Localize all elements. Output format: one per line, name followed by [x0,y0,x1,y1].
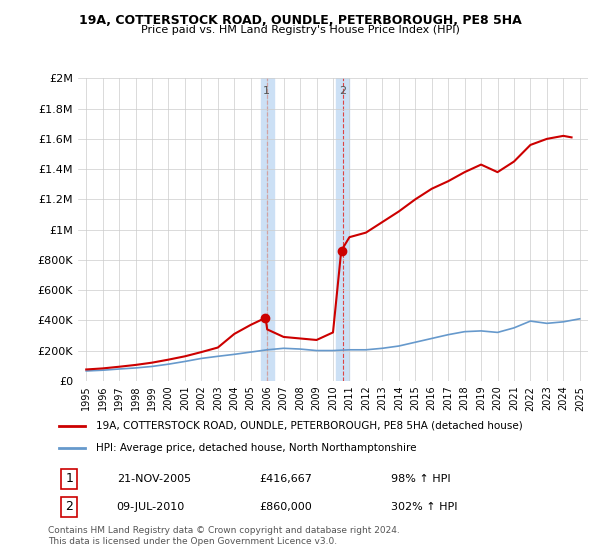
Text: 98% ↑ HPI: 98% ↑ HPI [391,474,451,484]
Text: 2: 2 [339,86,346,96]
Text: 302% ↑ HPI: 302% ↑ HPI [391,502,458,512]
Text: £416,667: £416,667 [259,474,312,484]
Text: Contains HM Land Registry data © Crown copyright and database right 2024.
This d: Contains HM Land Registry data © Crown c… [48,526,400,546]
Bar [336,78,349,381]
Text: £860,000: £860,000 [259,502,312,512]
Text: 2: 2 [65,500,73,514]
Text: 09-JUL-2010: 09-JUL-2010 [116,502,185,512]
Text: 19A, COTTERSTOCK ROAD, OUNDLE, PETERBOROUGH, PE8 5HA: 19A, COTTERSTOCK ROAD, OUNDLE, PETERBORO… [79,14,521,27]
Text: Price paid vs. HM Land Registry's House Price Index (HPI): Price paid vs. HM Land Registry's House … [140,25,460,35]
Text: HPI: Average price, detached house, North Northamptonshire: HPI: Average price, detached house, Nort… [95,443,416,453]
Text: 1: 1 [263,86,270,96]
Text: 21-NOV-2005: 21-NOV-2005 [116,474,191,484]
Bar [260,78,274,381]
Text: 19A, COTTERSTOCK ROAD, OUNDLE, PETERBOROUGH, PE8 5HA (detached house): 19A, COTTERSTOCK ROAD, OUNDLE, PETERBORO… [95,421,522,431]
Text: 1: 1 [65,472,73,486]
